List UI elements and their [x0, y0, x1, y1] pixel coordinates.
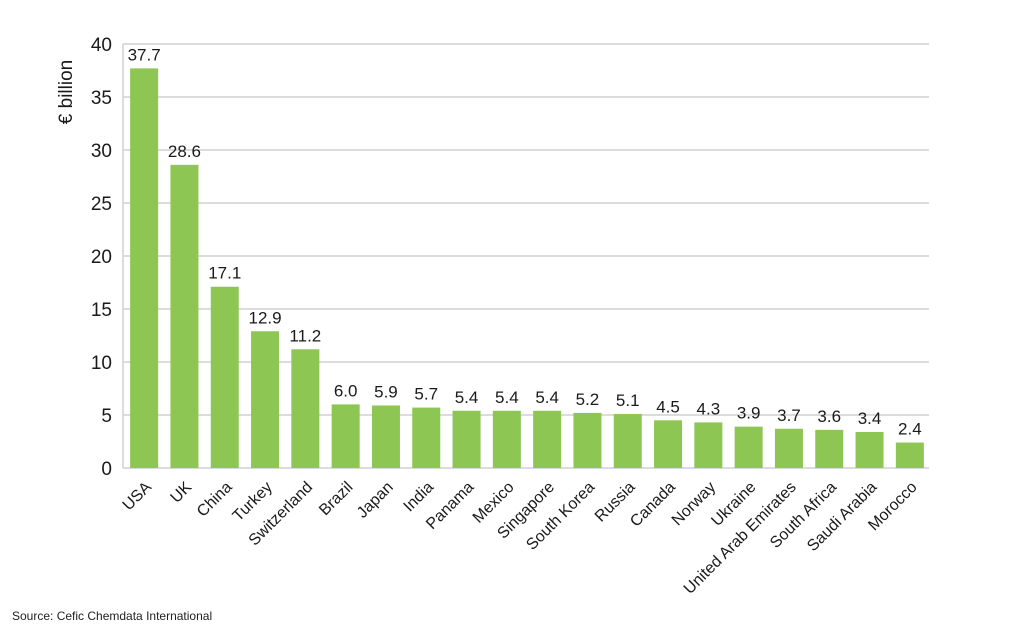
data-label: 3.4	[858, 409, 882, 428]
bar	[815, 429, 844, 468]
bar	[573, 412, 602, 468]
data-label: 37.7	[128, 45, 161, 64]
bar	[895, 442, 924, 468]
data-label: 28.6	[168, 142, 201, 161]
data-label: 6.0	[334, 381, 358, 400]
bar	[613, 413, 642, 468]
bar	[855, 431, 884, 468]
x-tick-label: India	[401, 479, 438, 516]
x-tick-label: Brazil	[316, 479, 356, 519]
y-tick-label: 30	[91, 141, 112, 162]
bar	[774, 428, 803, 468]
y-tick-label: 25	[91, 194, 112, 215]
y-tick-label: 40	[91, 35, 112, 56]
data-label: 5.9	[374, 382, 398, 401]
bar	[533, 410, 562, 468]
data-label: 17.1	[208, 264, 241, 283]
bar	[371, 405, 400, 468]
bar	[412, 407, 441, 468]
data-label: 5.7	[414, 385, 438, 404]
data-label: 5.2	[576, 390, 600, 409]
y-tick-label: 20	[91, 247, 112, 268]
y-tick-label: 15	[91, 300, 112, 321]
bar	[331, 404, 360, 468]
bar	[291, 349, 320, 468]
bar	[654, 420, 683, 468]
bar	[251, 331, 280, 468]
data-label: 5.4	[495, 388, 519, 407]
x-tick-label: Canada	[627, 479, 679, 531]
bar	[694, 422, 723, 468]
data-label: 12.9	[249, 308, 282, 327]
data-label: 11.2	[289, 326, 321, 345]
data-label: 5.4	[455, 388, 479, 407]
data-label: 4.5	[656, 397, 680, 416]
x-tick-label: UK	[168, 479, 196, 507]
data-label: 5.1	[616, 391, 640, 410]
data-label: 3.6	[817, 407, 841, 426]
x-tick-label: Japan	[354, 479, 397, 522]
bar	[130, 68, 159, 468]
y-tick-label: 35	[91, 88, 112, 109]
data-label: 2.4	[898, 420, 922, 439]
data-label: 3.9	[737, 404, 761, 423]
data-label: 4.3	[697, 399, 721, 418]
data-label: 5.4	[535, 388, 559, 407]
source-note: Source: Cefic Chemdata International	[12, 609, 213, 623]
bar	[210, 286, 239, 468]
x-tick-label: USA	[120, 479, 156, 515]
y-axis-label: € billion	[56, 60, 77, 124]
bar	[452, 410, 481, 468]
x-tick-label: China	[194, 479, 236, 521]
bar	[492, 410, 521, 468]
bar	[170, 164, 199, 468]
y-tick-label: 5	[101, 406, 112, 427]
y-tick-label: 10	[91, 353, 112, 374]
bar	[734, 426, 763, 468]
data-label: 3.7	[777, 406, 801, 425]
y-tick-label: 0	[101, 459, 112, 480]
